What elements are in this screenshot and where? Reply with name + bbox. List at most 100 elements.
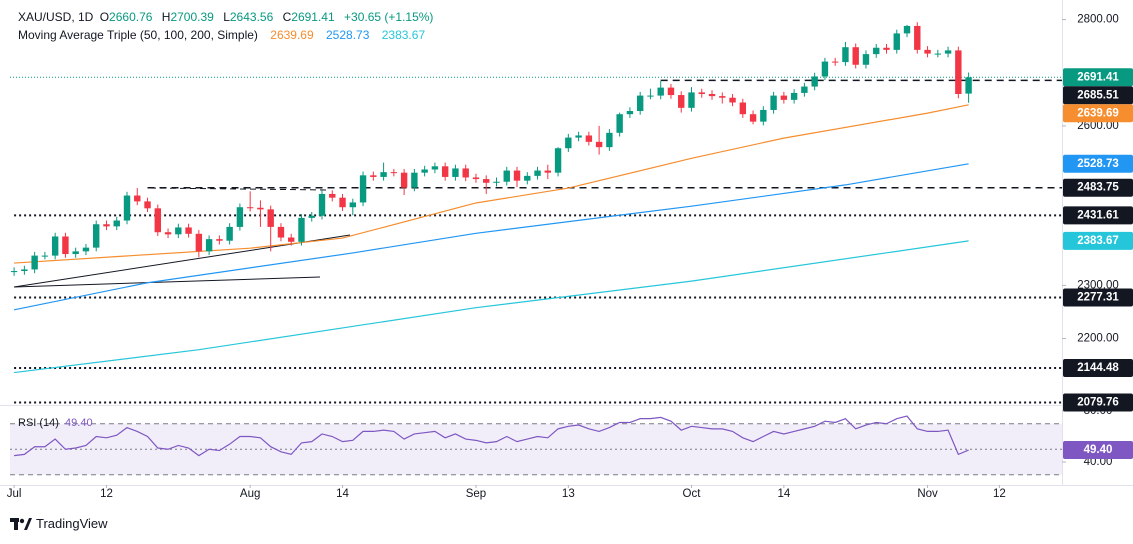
moving-average [14,104,969,264]
candle-body [400,172,408,188]
candle-body [472,177,480,180]
candle-body [565,137,572,149]
candle-body [205,239,213,252]
candle-body [636,95,644,112]
candle-body [359,175,367,203]
candle-body [51,236,59,256]
candle-body [513,170,521,181]
candle-body [339,197,346,208]
candle-body [575,135,582,138]
candle-body [411,172,418,188]
candle-body [298,217,305,242]
price-label-bg [1063,393,1133,412]
candle-body [10,271,18,273]
ohlc: L2643.56 [223,10,276,24]
ma-title: Moving Average Triple (50, 100, 200, Sim… [18,28,258,42]
price-label: 2483.75 [1077,182,1119,194]
y-tick-label: 2300.00 [1077,279,1119,291]
ma-value: 2383.67 [381,28,426,42]
rsi-label-bg [1063,441,1133,460]
candle-body [667,87,675,96]
candle-body [821,61,829,77]
candle-body [708,93,716,97]
candle-body [390,172,398,174]
high-value: 2700.39 [170,10,214,24]
candle-body [719,96,726,98]
rsi-label: 49.40 [1084,444,1113,456]
candle-body [647,95,654,97]
x-tick-label: 13 [562,488,575,500]
price-label: 2528.73 [1077,158,1119,170]
candle-body [421,169,428,173]
x-tick-label: 14 [777,488,790,500]
candle-body [370,175,377,177]
candle-body [678,95,685,108]
candle-body [493,181,500,183]
candle-body [62,236,69,255]
candle-body [288,237,295,242]
moving-average [13,163,969,311]
candle-body [842,47,849,63]
candle-body [82,247,90,252]
price-label: 2639.69 [1077,107,1119,119]
rsi-value: 49.40 [65,417,93,429]
rsi-title: RSI (14) [18,417,59,429]
price-label: 2277.31 [1077,291,1119,303]
letter: L [223,10,230,24]
candle-body [544,170,552,173]
letter: C [282,10,292,24]
candle-body [154,208,161,233]
candle-body [483,179,490,183]
candle-body [893,33,900,50]
x-tick-label: Jul [7,488,22,500]
candle-body [770,95,777,110]
candle-body [175,227,182,235]
brand-name: TradingView [36,516,108,531]
x-tick-label: Aug [240,488,260,500]
price-label-bg [1063,68,1133,87]
candle-body [606,132,613,148]
candle-body [749,114,757,122]
candle-body [380,172,387,177]
candle-body [329,193,336,198]
open-value: 2660.76 [109,10,153,24]
candle-body [729,97,736,103]
price-label-bg [1063,154,1133,173]
candle-body [277,226,285,238]
candle-body [72,251,79,255]
ohlc: H2700.39 [162,10,217,24]
candle-body [616,114,623,133]
rsi-legend: RSI (14) 49.40 [18,417,96,429]
candle-body [144,201,151,209]
candle-body [257,207,264,210]
candle-body [873,47,880,55]
candle-body [93,224,100,248]
candle-body [790,92,798,100]
close-value: 2691.41 [291,10,335,24]
candle-body [688,92,695,108]
x-tick-label: Sep [466,488,486,500]
letter: H [161,10,171,24]
y-tick-label: 2600.00 [1077,120,1119,132]
ma-value: 2639.69 [270,28,314,42]
candle-body [801,86,808,93]
x-tick-label: 14 [336,488,349,500]
price-label: 2691.41 [1077,71,1119,83]
ma-legend: Moving Average Triple (50, 100, 200, Sim… [18,28,428,42]
price-label-bg [1063,104,1133,123]
candle-body [811,76,818,87]
candle-body [554,148,562,173]
change: +30.65 (+1.15%) [344,10,434,24]
candle-body [164,232,172,235]
candle-body [503,170,510,182]
candle-body [585,135,593,142]
x-tick-label: 12 [100,488,113,500]
candle-body [934,53,942,55]
candle-body [914,25,921,50]
candle-body [903,25,911,34]
candle-body [831,61,839,63]
candle-body [123,195,131,221]
candle-body [534,170,541,176]
candle-body [349,202,356,208]
price-label: 2383.67 [1077,235,1119,247]
